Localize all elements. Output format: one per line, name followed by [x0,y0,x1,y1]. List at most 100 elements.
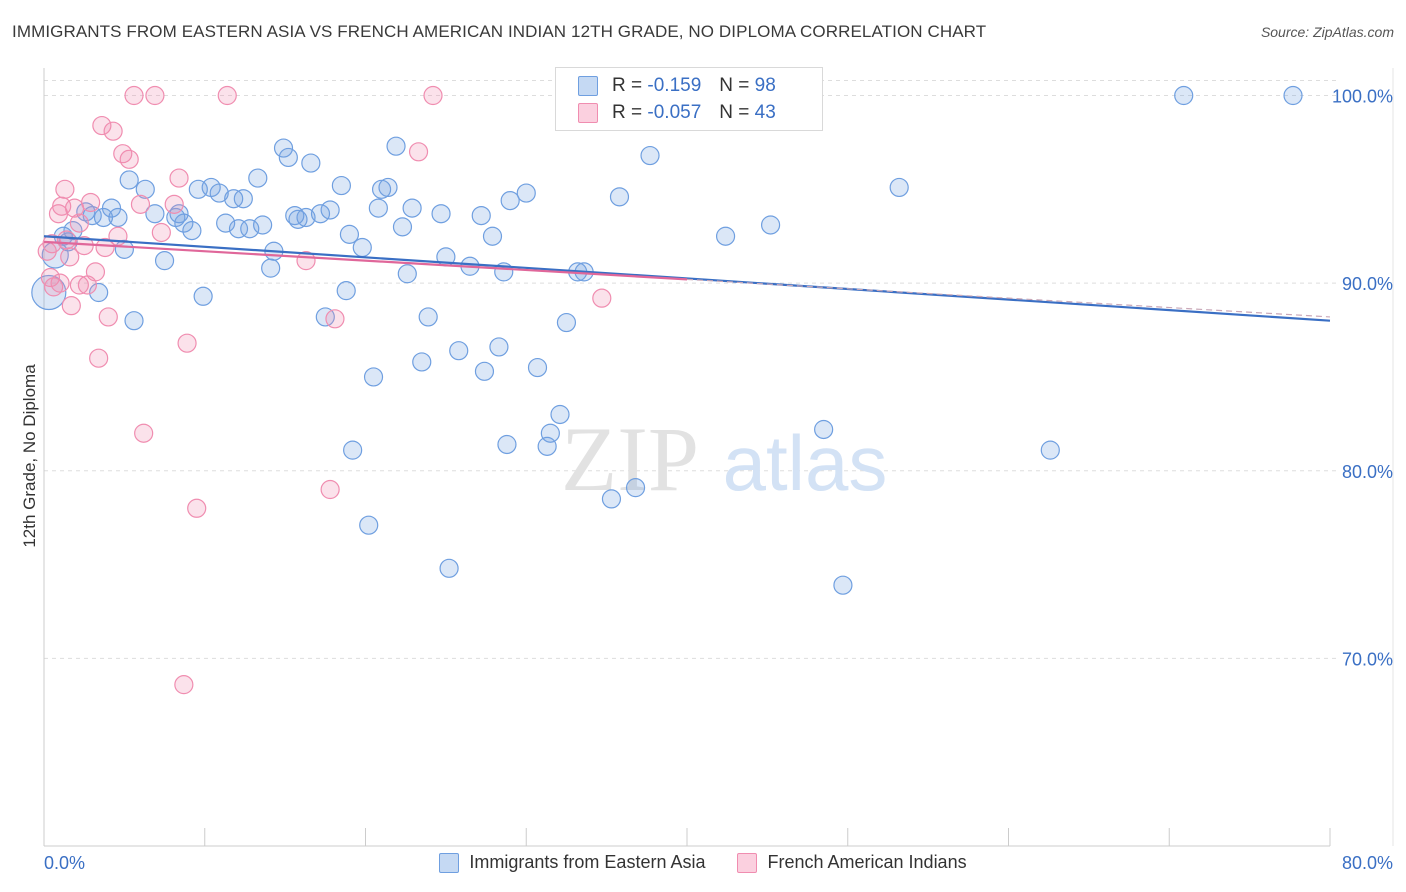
data-points [31,85,1303,695]
point-eastern-asia [248,168,268,188]
point-french-american-indian [98,307,118,327]
point-eastern-asia [273,138,294,158]
point-eastern-asia [320,200,340,220]
chart-title: IMMIGRANTS FROM EASTERN ASIA VS FRENCH A… [12,22,987,41]
point-eastern-asia [889,177,909,198]
n-value: 98 [754,75,776,96]
stats-legend: R = -0.159 N = 98 R = -0.057 N = 43 [555,67,823,131]
point-french-american-indian [134,423,154,443]
point-eastern-asia [601,489,622,509]
point-eastern-asia [169,204,189,224]
grid-lines [44,80,1340,659]
point-eastern-asia [261,258,281,278]
point-eastern-asia [497,434,517,455]
point-french-american-indian [325,309,345,329]
point-eastern-asia [193,286,213,306]
r-value: -0.159 [647,75,702,96]
point-eastern-asia [336,281,356,301]
point-french-american-indian [164,194,184,214]
point-eastern-asia [101,198,122,218]
point-eastern-asia [108,207,128,228]
point-eastern-asia [135,179,155,199]
point-eastern-asia [418,307,438,327]
point-eastern-asia [397,264,417,284]
legend-swatch-blue [578,76,598,96]
point-eastern-asia [301,153,321,173]
series-legend: Immigrants from Eastern Asia French Amer… [0,852,1406,873]
point-eastern-asia [63,221,83,241]
point-eastern-asia [516,183,536,203]
y-tick-label: 90.0% [1342,274,1393,294]
point-french-american-indian [103,121,123,141]
point-eastern-asia [209,183,229,203]
point-french-american-indian [177,333,197,353]
point-eastern-asia [378,177,398,198]
point-eastern-asia [833,575,853,595]
source-label: Source: ZipAtlas.com [1260,24,1394,40]
legend-label: Immigrants from Eastern Asia [469,852,706,872]
r-value: -0.057 [647,102,702,123]
point-eastern-asia [449,341,469,361]
n-label: N = [719,75,750,96]
point-eastern-asia [331,175,351,196]
point-eastern-asia [343,440,363,460]
point-french-american-indian [124,85,144,106]
point-french-american-indian [145,85,165,106]
point-eastern-asia [609,187,630,207]
legend-item-french-american-indians[interactable]: French American Indians [737,852,967,873]
point-french-american-indian [151,222,171,243]
y-tick-label: 70.0% [1342,649,1393,669]
point-french-american-indian [69,275,89,295]
point-eastern-asia [1040,440,1060,460]
point-eastern-asia [310,204,331,224]
r-label: R = [612,102,643,123]
point-eastern-asia [339,224,360,244]
point-eastern-asia [537,436,557,456]
point-french-american-indian [130,194,151,214]
y-tick-label: 100.0% [1332,87,1393,107]
legend-label: French American Indians [767,852,967,872]
point-french-american-indian [592,288,612,308]
point-eastern-asia [412,352,432,372]
stats-row-pink: R = -0.057 N = 43 [578,100,776,126]
point-eastern-asia [224,189,244,209]
point-eastern-asia [296,207,316,228]
point-eastern-asia [474,361,495,381]
point-eastern-asia [278,147,298,168]
legend-swatch-pink [578,103,598,123]
x-tick-label-max: 80.0% [1342,853,1393,873]
point-eastern-asia [471,206,491,226]
point-french-american-indian [187,498,207,518]
stats-row-blue: R = -0.159 N = 98 [578,73,776,99]
legend-item-eastern-asia[interactable]: Immigrants from Eastern Asia [439,852,705,873]
watermark: ZIP atlas [561,408,887,510]
point-eastern-asia [352,237,372,258]
x-tick-label-min: 0.0% [44,853,85,873]
point-eastern-asia [253,215,273,235]
point-eastern-asia [556,312,577,333]
point-french-american-indian [320,479,340,500]
point-french-american-indian [89,348,109,368]
point-eastern-asia [439,558,459,578]
point-french-american-indian [92,115,112,136]
point-eastern-asia [359,515,379,535]
point-eastern-asia [145,204,165,224]
point-eastern-asia [489,337,509,357]
point-eastern-asia [392,217,413,237]
point-eastern-asia [315,307,335,327]
y-tick-label: 80.0% [1342,462,1393,482]
point-french-american-indian [174,675,194,695]
point-french-american-indian [85,262,106,282]
legend-swatch-blue [439,852,460,873]
point-french-american-indian [169,168,189,188]
axes [43,68,1394,847]
y-axis-label: 12th Grade, No Diploma [20,364,39,548]
point-eastern-asia [228,219,249,239]
point-eastern-asia [527,357,548,378]
point-french-american-indian [55,179,75,199]
point-eastern-asia [1283,85,1303,106]
point-eastern-asia [640,145,660,166]
trend-line-extension [686,278,1331,318]
point-eastern-asia [1174,85,1194,106]
